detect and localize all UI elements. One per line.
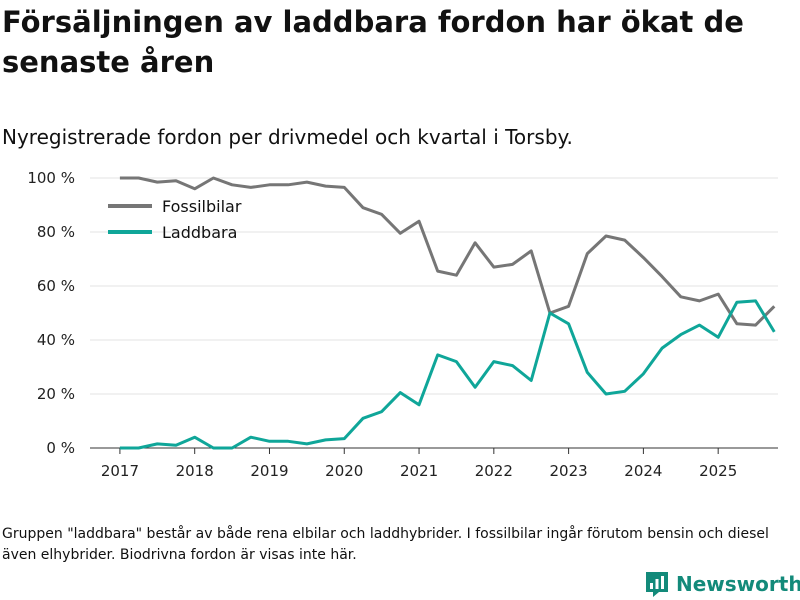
x-tick-label: 2024 [624,462,662,480]
chart-subtitle: Nyregistrerade fordon per drivmedel och … [2,125,573,149]
legend-label: Fossilbilar [162,197,242,216]
legend-label: Laddbara [162,223,237,242]
brand-name: Newsworthy [676,572,800,596]
x-tick-label: 2019 [250,462,288,480]
y-tick-label: 80 % [37,223,75,241]
legend: Fossilbilar Laddbara [108,197,242,242]
series-line-laddbara [119,299,776,450]
axes: 0 % 20 % 40 % 60 % 80 % 100 % 2017 2018 2019 2020… [27,169,778,480]
x-tick-label: 2018 [176,462,214,480]
series-line-fossilbilar [119,176,776,327]
y-tick-label: 40 % [37,331,75,349]
grid-lines [90,177,778,395]
newsworthy-logo-icon [646,572,668,597]
chart-caption: Gruppen "laddbara" består av både rena e… [2,526,769,563]
x-tick-label: 2025 [699,462,737,480]
y-tick-label: 0 % [46,439,75,457]
x-tick-label: 2023 [550,462,588,480]
x-tick-label: 2020 [325,462,363,480]
y-tick-label: 100 % [27,169,75,187]
brand: Newsworthy [644,569,800,599]
x-tick-label: 2017 [101,462,139,480]
y-tick-label: 60 % [37,277,75,295]
line-chart: 0 % 20 % 40 % 60 % 80 % 100 % 2017 2018 2019 2020… [27,169,778,480]
x-tick-label: 2022 [475,462,513,480]
series-lines [119,176,776,450]
x-tick-label: 2021 [400,462,438,480]
y-tick-label: 20 % [37,385,75,403]
chart-title: Försäljningen av laddbara fordon har öka… [2,5,744,79]
